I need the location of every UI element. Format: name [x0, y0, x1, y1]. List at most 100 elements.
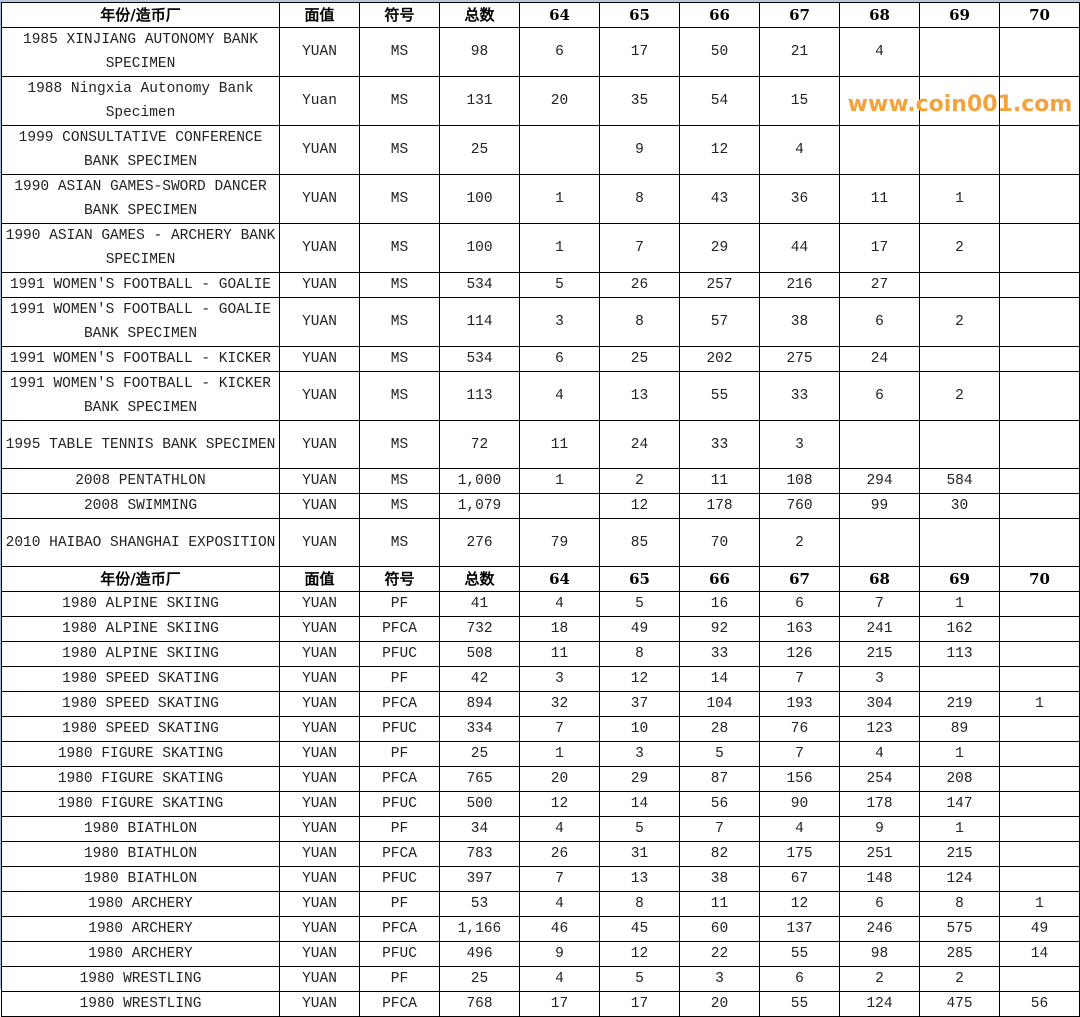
cell-g67: 163 [759, 616, 840, 642]
cell-total: 534 [439, 346, 520, 372]
cell-total: 100 [439, 174, 520, 224]
cell-g66: 28 [679, 716, 760, 742]
cell-coin-name: 1980 FIGURE SKATING [1, 766, 280, 792]
cell-g65: 13 [599, 866, 680, 892]
cell-g70 [999, 966, 1080, 992]
cell-g67: 7 [759, 741, 840, 767]
column-header: 64 [519, 566, 600, 592]
cell-g67: 90 [759, 791, 840, 817]
cell-coin-name: 1980 ARCHERY [1, 916, 280, 942]
cell-g66: 50 [679, 27, 760, 77]
column-header: 70 [999, 2, 1080, 28]
table-row: 1980 BIATHLON YUAN PFCA 783 26 31 82 175 251 215 [1, 841, 1080, 867]
table-row: 1991 WOMEN'S FOOTBALL - KICKER YUAN MS 534 6… [1, 346, 1080, 372]
cell-denomination: YUAN [279, 591, 360, 617]
table-row: 1991 WOMEN'S FOOTBALL - GOALIE YUAN MS 534 5… [1, 272, 1080, 298]
cell-g64: 5 [519, 272, 600, 298]
cell-denomination: YUAN [279, 468, 360, 494]
cell-total: 25 [439, 125, 520, 175]
cell-total: 508 [439, 641, 520, 667]
cell-symbol: MS [359, 76, 440, 126]
cell-coin-name: 1991 WOMEN'S FOOTBALL - KICKER BANK SPEC… [1, 371, 280, 421]
table-row: 2008 PENTATHLON YUAN MS 1,000 1 2 11 108 294 584 [1, 468, 1080, 494]
cell-g68 [839, 76, 920, 126]
cell-denomination: YUAN [279, 716, 360, 742]
cell-g70 [999, 223, 1080, 273]
cell-total: 113 [439, 371, 520, 421]
cell-coin-name: 1980 BIATHLON [1, 816, 280, 842]
cell-g66: 55 [679, 371, 760, 421]
cell-g65: 10 [599, 716, 680, 742]
header-row: 年份/造币厂 面值 符号 总数 64 65 66 67 68 69 70 [1, 2, 1080, 28]
cell-g68: 178 [839, 791, 920, 817]
cell-coin-name: 1980 ARCHERY [1, 941, 280, 967]
cell-g69: 2 [919, 223, 1000, 273]
cell-g70 [999, 27, 1080, 77]
cell-total: 100 [439, 223, 520, 273]
cell-denomination: YUAN [279, 891, 360, 917]
cell-coin-name: 1990 ASIAN GAMES-SWORD DANCER BANK SPECI… [1, 174, 280, 224]
cell-symbol: MS [359, 125, 440, 175]
cell-denomination: YUAN [279, 966, 360, 992]
cell-total: 131 [439, 76, 520, 126]
cell-denomination: YUAN [279, 420, 360, 469]
cell-g65: 25 [599, 346, 680, 372]
cell-g67: 175 [759, 841, 840, 867]
cell-g68: 215 [839, 641, 920, 667]
cell-symbol: PFUC [359, 641, 440, 667]
cell-g67: 193 [759, 691, 840, 717]
table-row: 1980 FIGURE SKATING YUAN PF 25 1 3 5 7 4 1 [1, 741, 1080, 767]
cell-g65: 17 [599, 991, 680, 1017]
cell-g65: 35 [599, 76, 680, 126]
cell-denomination: YUAN [279, 641, 360, 667]
cell-g65: 9 [599, 125, 680, 175]
cell-denomination: YUAN [279, 866, 360, 892]
cell-g67: 126 [759, 641, 840, 667]
cell-g64: 3 [519, 297, 600, 347]
cell-g67: 38 [759, 297, 840, 347]
table-row: 2010 HAIBAO SHANGHAI EXPOSITION YUAN MS 276… [1, 518, 1080, 567]
cell-g64: 3 [519, 666, 600, 692]
cell-denomination: YUAN [279, 27, 360, 77]
cell-total: 500 [439, 791, 520, 817]
cell-denomination: YUAN [279, 174, 360, 224]
table-row: 1980 WRESTLING YUAN PF 25 4 5 3 6 2 2 [1, 966, 1080, 992]
cell-denomination: YUAN [279, 518, 360, 567]
cell-g66: 202 [679, 346, 760, 372]
cell-g70 [999, 591, 1080, 617]
cell-g65: 8 [599, 174, 680, 224]
cell-g68: 2 [839, 966, 920, 992]
cell-denomination: YUAN [279, 841, 360, 867]
cell-coin-name: 1980 WRESTLING [1, 966, 280, 992]
cell-g67: 67 [759, 866, 840, 892]
cell-g68: 6 [839, 371, 920, 421]
cell-symbol: PFCA [359, 766, 440, 792]
cell-coin-name: 1985 XINJIANG AUTONOMY BANK SPECIMEN [1, 27, 280, 77]
cell-g66: 33 [679, 641, 760, 667]
cell-g65: 5 [599, 816, 680, 842]
cell-g66: 54 [679, 76, 760, 126]
table-row: 1980 ALPINE SKIING YUAN PF 41 4 5 16 6 7 1 [1, 591, 1080, 617]
cell-g64: 1 [519, 741, 600, 767]
cell-g70 [999, 616, 1080, 642]
column-header: 68 [839, 2, 920, 28]
cell-g70 [999, 346, 1080, 372]
cell-denomination: YUAN [279, 297, 360, 347]
cell-g65: 8 [599, 297, 680, 347]
cell-g68: 294 [839, 468, 920, 494]
cell-total: 1,166 [439, 916, 520, 942]
cell-symbol: MS [359, 27, 440, 77]
cell-denomination: YUAN [279, 916, 360, 942]
cell-symbol: MS [359, 420, 440, 469]
cell-g70 [999, 791, 1080, 817]
cell-g65: 2 [599, 468, 680, 494]
cell-symbol: MS [359, 297, 440, 347]
cell-coin-name: 1980 BIATHLON [1, 841, 280, 867]
cell-g70 [999, 741, 1080, 767]
cell-g68: 4 [839, 27, 920, 77]
table-row: 2008 SWIMMING YUAN MS 1,079 12 178 760 99 30 [1, 493, 1080, 519]
cell-total: 25 [439, 966, 520, 992]
cell-g64: 20 [519, 766, 600, 792]
